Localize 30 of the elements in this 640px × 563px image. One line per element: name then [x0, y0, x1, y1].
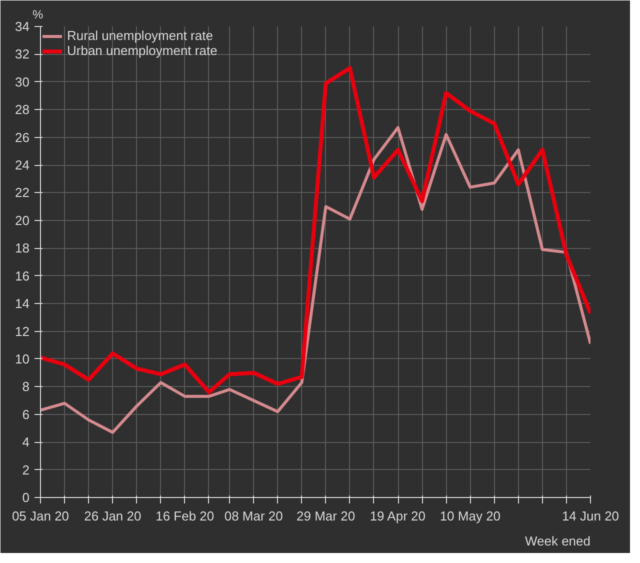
y-tick-label: 34	[15, 19, 30, 34]
x-tick-label: 05 Jan 20	[12, 508, 70, 524]
y-axis-title: %	[32, 8, 44, 22]
x-tick-label: 10 May 20	[440, 508, 501, 524]
y-tick-label: 14	[15, 296, 30, 312]
legend-label: Rural unemployment rate	[67, 28, 213, 43]
y-tick-label: 8	[22, 379, 30, 394]
x-tick-label: 16 Feb 20	[156, 508, 214, 524]
y-tick-label: 6	[22, 406, 30, 422]
y-tick-label: 0	[22, 490, 30, 505]
y-tick-label: 24	[15, 158, 30, 173]
y-tick-label: 20	[15, 212, 30, 228]
x-tick-label: 14 Jun 20	[562, 508, 620, 524]
y-tick-label: 12	[15, 324, 30, 339]
x-tick-label: 26 Jan 20	[84, 508, 142, 524]
y-tick-label: 16	[15, 268, 30, 284]
x-tick-label: 08 Mar 20	[224, 508, 283, 524]
y-tick-label: 26	[15, 130, 30, 145]
y-tick-label: 2	[22, 462, 30, 478]
y-tick-label: 30	[15, 74, 30, 90]
x-tick-label: 19 Apr 20	[370, 508, 426, 524]
y-tick-label: 4	[22, 434, 30, 450]
y-tick-label: 10	[15, 351, 30, 366]
x-tick-label: 29 Mar 20	[296, 508, 356, 524]
legend-label: Urban unemployment rate	[67, 43, 218, 58]
y-tick-label: 18	[15, 240, 30, 256]
y-tick-label: 22	[15, 185, 30, 200]
y-tick-label: 32	[15, 46, 30, 62]
y-tick-label: 28	[15, 102, 30, 118]
x-axis-title: Week ened	[524, 534, 591, 548]
